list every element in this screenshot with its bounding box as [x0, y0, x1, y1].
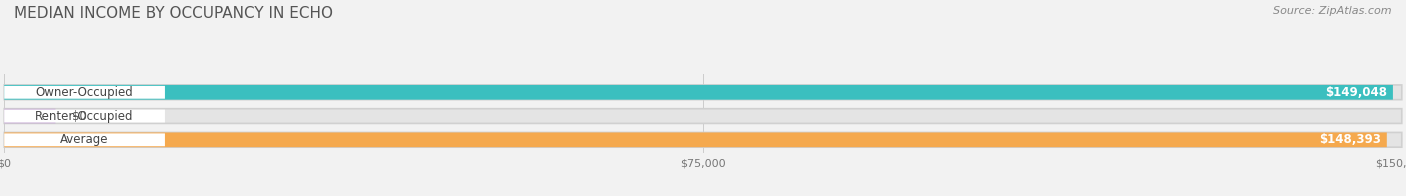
Text: $148,393: $148,393	[1319, 133, 1381, 146]
FancyBboxPatch shape	[4, 109, 1402, 123]
Text: $0: $0	[72, 110, 87, 122]
Text: Renter-Occupied: Renter-Occupied	[35, 110, 134, 122]
FancyBboxPatch shape	[4, 85, 1393, 100]
FancyBboxPatch shape	[4, 86, 165, 99]
FancyBboxPatch shape	[4, 110, 165, 122]
Text: Owner-Occupied: Owner-Occupied	[35, 86, 134, 99]
Text: $149,048: $149,048	[1326, 86, 1388, 99]
Text: Source: ZipAtlas.com: Source: ZipAtlas.com	[1274, 6, 1392, 16]
FancyBboxPatch shape	[4, 85, 1402, 100]
FancyBboxPatch shape	[4, 132, 1386, 147]
Text: MEDIAN INCOME BY OCCUPANCY IN ECHO: MEDIAN INCOME BY OCCUPANCY IN ECHO	[14, 6, 333, 21]
Text: Average: Average	[60, 133, 108, 146]
FancyBboxPatch shape	[4, 133, 165, 146]
FancyBboxPatch shape	[4, 109, 55, 123]
FancyBboxPatch shape	[4, 132, 1402, 147]
